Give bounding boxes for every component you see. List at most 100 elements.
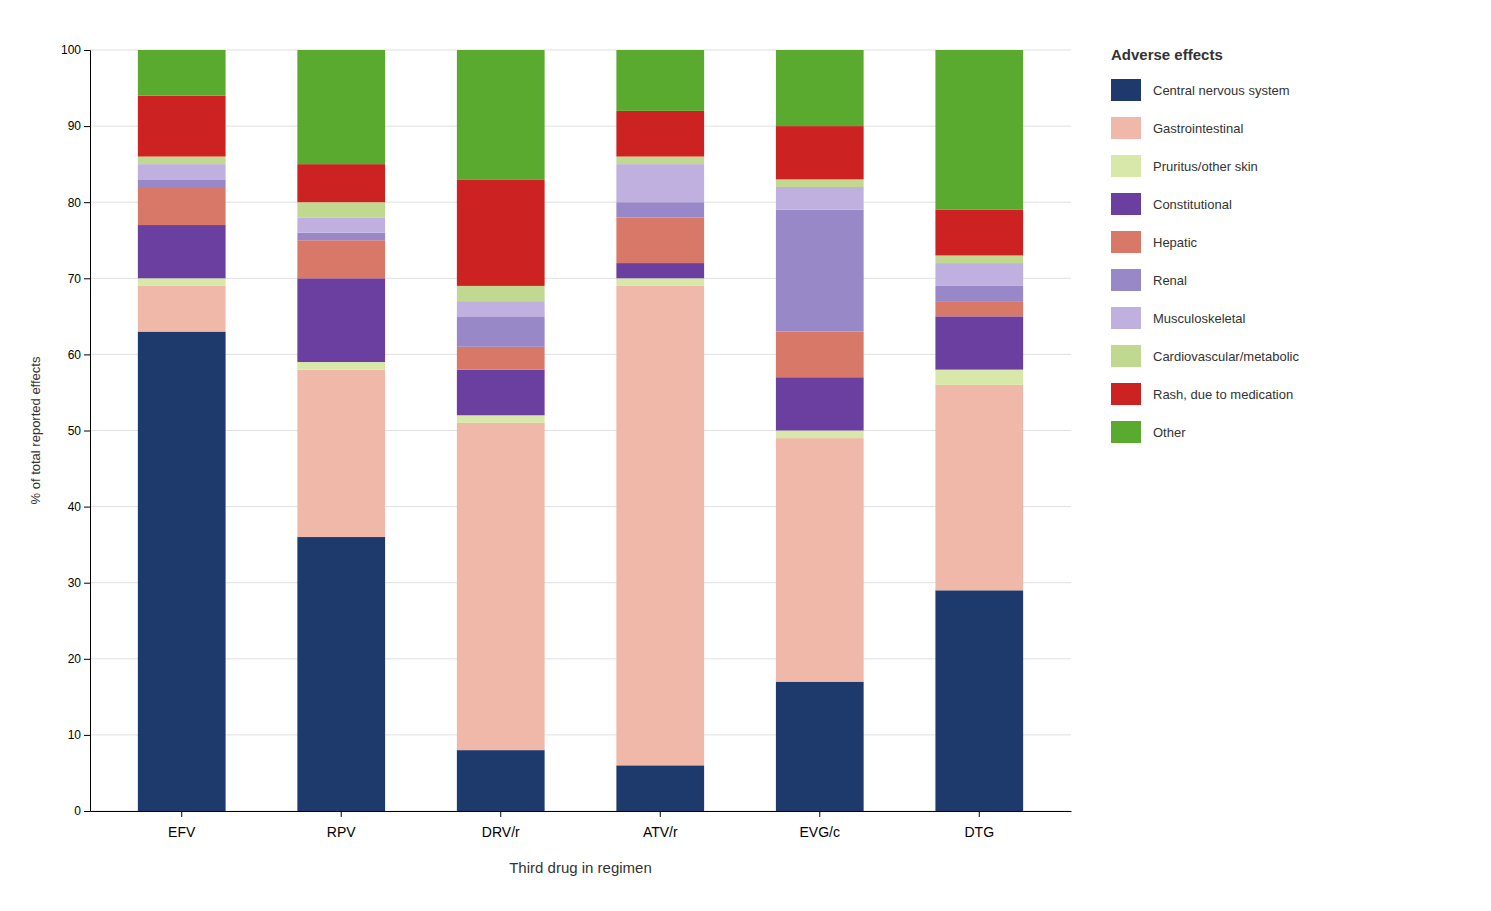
bar <box>616 263 704 278</box>
bar <box>935 301 1023 316</box>
bar <box>138 96 226 157</box>
bar <box>935 316 1023 369</box>
y-tick-mark <box>84 811 90 812</box>
legend-swatch <box>1111 231 1141 253</box>
bar-series <box>138 96 1023 286</box>
x-tick-mark <box>341 811 342 817</box>
y-tick-mark <box>84 735 90 736</box>
bar <box>776 179 864 187</box>
x-tick: ATV/r <box>643 811 678 840</box>
bar-series <box>138 225 1023 430</box>
legend-swatch <box>1111 345 1141 367</box>
bar-series <box>138 164 1023 316</box>
x-tick-mark <box>500 811 501 817</box>
bar <box>297 278 385 362</box>
x-tick: EVG/c <box>800 811 840 840</box>
y-axis-title: % of total reported effects <box>28 356 43 504</box>
y-tick-label: 50 <box>68 424 82 438</box>
bar <box>935 255 1023 263</box>
bar <box>297 50 385 164</box>
legend-swatch <box>1111 383 1141 405</box>
bar <box>138 286 226 332</box>
bar-series <box>138 50 1023 210</box>
y-tick-label: 70 <box>68 272 82 286</box>
x-tick-label: ATV/r <box>643 824 678 840</box>
grid-line <box>90 430 1071 431</box>
x-tick-mark <box>979 811 980 817</box>
x-tick-label: EFV <box>168 824 196 840</box>
y-tick-label: 80 <box>68 196 82 210</box>
grid-line <box>90 734 1071 735</box>
bar <box>616 286 704 765</box>
legend-swatch <box>1111 117 1141 139</box>
legend-swatch <box>1111 193 1141 215</box>
bar <box>776 50 864 126</box>
plot-area: EFVRPVDRV/rATV/rEVG/cDTG0102030405060708… <box>61 43 1072 839</box>
legend-item: Constitutional <box>1111 193 1232 215</box>
y-tick-label: 0 <box>74 804 81 818</box>
bar-series <box>138 278 1023 438</box>
legend-item: Hepatic <box>1111 231 1198 253</box>
bar <box>616 202 704 217</box>
legend-label: Pruritus/other skin <box>1153 159 1258 174</box>
y-tick-label: 60 <box>68 348 82 362</box>
x-tick: DRV/r <box>482 811 520 840</box>
bar <box>457 370 545 416</box>
bar <box>776 126 864 179</box>
x-tick-label: DTG <box>964 824 994 840</box>
legend-label: Hepatic <box>1153 235 1198 250</box>
bar <box>297 202 385 217</box>
legend-swatch <box>1111 307 1141 329</box>
bar <box>297 370 385 537</box>
legend: Adverse effectsCentral nervous systemGas… <box>1111 46 1299 443</box>
grid-line <box>90 126 1071 127</box>
y-tick: 10 <box>68 728 90 742</box>
x-tick-label: DRV/r <box>482 824 520 840</box>
bar <box>138 225 226 278</box>
y-tick: 70 <box>68 272 90 286</box>
y-tick: 30 <box>68 576 90 590</box>
bar <box>616 217 704 263</box>
legend-label: Gastrointestinal <box>1153 121 1243 136</box>
grid-line <box>90 354 1071 355</box>
bar <box>935 370 1023 385</box>
bar <box>138 179 226 187</box>
legend-item: Renal <box>1111 269 1187 291</box>
bar-series <box>138 157 1023 302</box>
bar <box>457 415 545 423</box>
bar <box>935 286 1023 301</box>
grid-line <box>90 582 1071 583</box>
bar <box>138 164 226 179</box>
x-tick-mark <box>181 811 182 817</box>
bar <box>457 301 545 316</box>
y-tick-mark <box>84 659 90 660</box>
bar <box>457 750 545 811</box>
bar <box>776 438 864 682</box>
bar <box>776 332 864 378</box>
legend-item: Musculoskeletal <box>1111 307 1246 329</box>
legend-label: Other <box>1153 425 1186 440</box>
bar <box>138 332 226 811</box>
bar <box>138 50 226 96</box>
legend-title: Adverse effects <box>1111 46 1223 63</box>
bar-series <box>138 332 1023 811</box>
bar <box>457 179 545 286</box>
y-tick-label: 30 <box>68 576 82 590</box>
bar <box>616 111 704 157</box>
bars <box>138 50 1023 811</box>
x-tick: RPV <box>327 811 356 840</box>
x-axis-line <box>91 811 1072 812</box>
bar <box>935 263 1023 286</box>
y-tick-mark <box>84 354 90 355</box>
legend-item: Pruritus/other skin <box>1111 155 1258 177</box>
grid-line <box>90 658 1071 659</box>
y-tick-label: 100 <box>61 43 81 57</box>
legend-swatch <box>1111 155 1141 177</box>
y-tick: 90 <box>68 119 90 133</box>
y-tick-label: 10 <box>68 728 82 742</box>
x-tick-label: EVG/c <box>800 824 840 840</box>
legend-item: Gastrointestinal <box>1111 117 1243 139</box>
legend-item: Rash, due to medication <box>1111 383 1293 405</box>
legend-item: Other <box>1111 421 1186 443</box>
bar <box>297 362 385 370</box>
